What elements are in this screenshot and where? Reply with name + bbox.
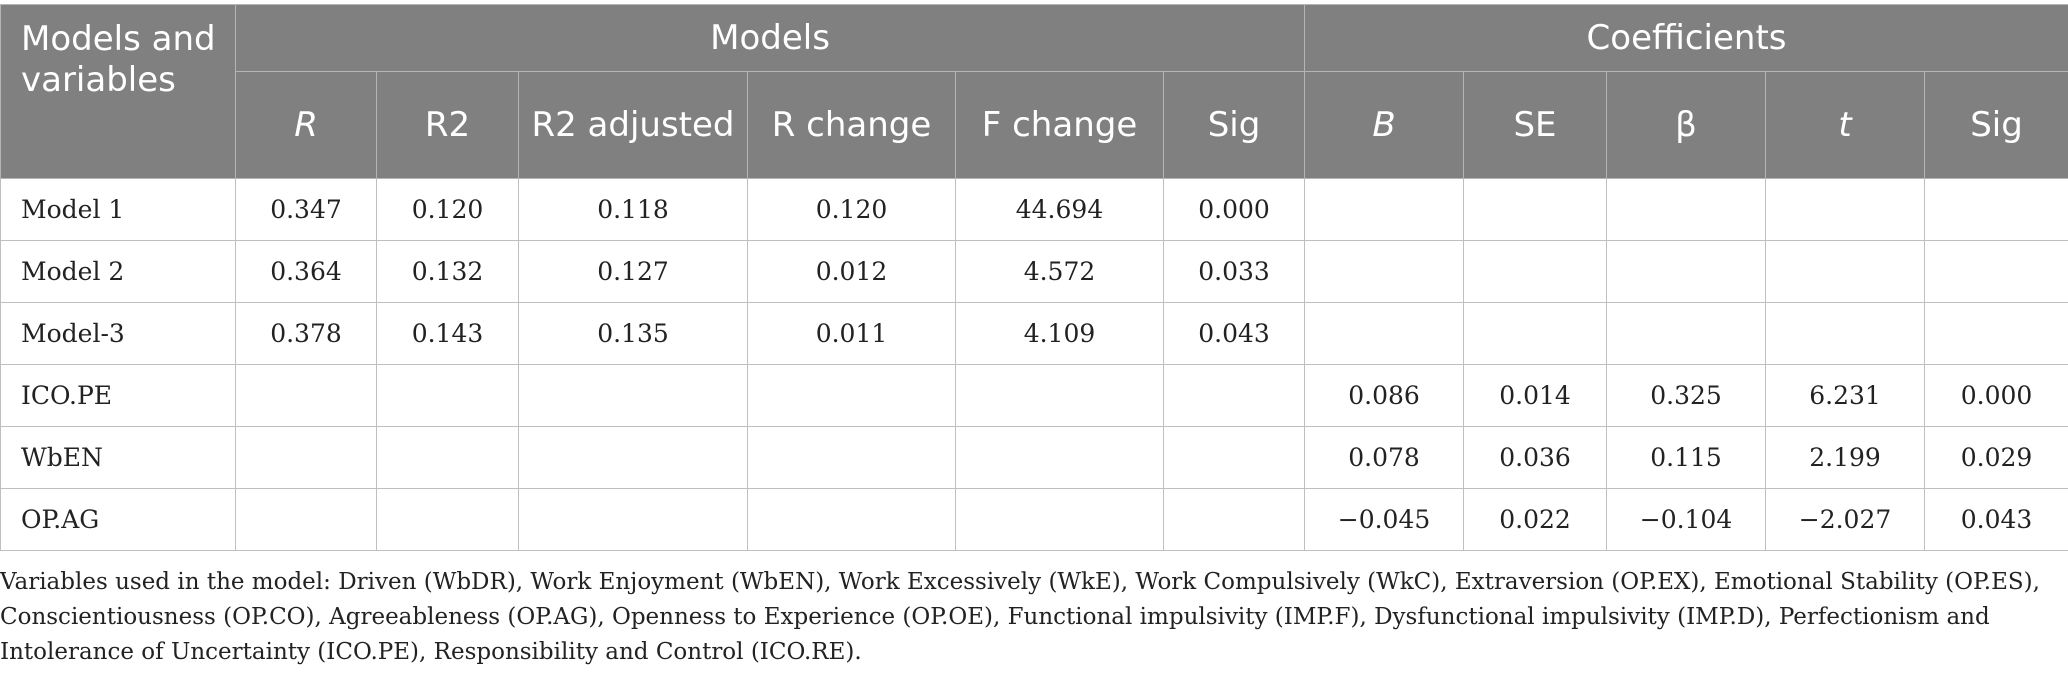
row-label: OP.AG — [0, 488, 236, 551]
row-label: Model 1 — [0, 178, 236, 241]
table-cell: 0.378 — [235, 302, 377, 365]
col-header-b: B — [1304, 71, 1465, 179]
col-header-beta: β — [1606, 71, 1767, 179]
table-cell — [955, 364, 1164, 427]
table-cell — [1463, 240, 1608, 303]
col-header-r2-adjusted: R2 adjusted — [518, 71, 748, 179]
table-cell: 0.127 — [518, 240, 748, 303]
table-cell — [1606, 240, 1767, 303]
table-cell — [376, 488, 519, 551]
table-cell: 0.143 — [376, 302, 519, 365]
row-label: WbEN — [0, 426, 236, 489]
table-row: OP.AG −0.045 0.022 −0.104 −2.027 0.043 — [0, 488, 2068, 551]
table-cell: 0.078 — [1304, 426, 1465, 489]
col-header-sig-models: Sig — [1162, 71, 1306, 179]
table-cell: 44.694 — [955, 178, 1164, 241]
table-cell: 0.132 — [376, 240, 519, 303]
table-cell — [1304, 240, 1465, 303]
table-cell: 0.364 — [235, 240, 377, 303]
table-cell: −0.045 — [1304, 488, 1465, 551]
table-cell: −0.104 — [1606, 488, 1767, 551]
table-cell — [1765, 240, 1926, 303]
header-group-row: Models and variables Models Coefficients — [0, 4, 2068, 179]
table-cell: 0.000 — [1162, 178, 1306, 241]
table-cell: 0.033 — [1162, 240, 1306, 303]
row-label: ICO.PE — [0, 364, 236, 427]
models-group-header: Models — [234, 4, 1306, 72]
table-cell — [235, 364, 377, 427]
table-cell — [518, 488, 748, 551]
table-cell: 0.325 — [1606, 364, 1767, 427]
table-cell — [1463, 178, 1608, 241]
table-cell — [747, 488, 956, 551]
col-header-r: R — [235, 71, 377, 179]
table-cell: 0.120 — [747, 178, 956, 241]
table-cell — [955, 488, 1164, 551]
table-cell — [518, 364, 748, 427]
col-header-se: SE — [1463, 71, 1608, 179]
table-cell — [1606, 302, 1767, 365]
table-row: Model 1 0.347 0.120 0.118 0.120 44.694 0.000 — [0, 178, 2068, 241]
header-column-row: R R2 R2 adjusted R change F change Sig B… — [1, 71, 2068, 179]
table-header: Models and variables Models Coefficients… — [0, 4, 2068, 179]
table-cell — [955, 426, 1164, 489]
table-cell: 0.043 — [1924, 488, 2068, 551]
table-cell — [1162, 488, 1306, 551]
table-cell — [235, 488, 377, 551]
row-label: Model-3 — [0, 302, 236, 365]
regression-table: Models and variables Models Coefficients… — [0, 4, 2068, 551]
table-cell: 0.347 — [235, 178, 377, 241]
table-row: Model 2 0.364 0.132 0.127 0.012 4.572 0.033 — [0, 240, 2068, 303]
table-cell: 0.029 — [1924, 426, 2068, 489]
table-cell — [1924, 302, 2068, 365]
table-cell — [1162, 364, 1306, 427]
col-header-r2: R2 — [376, 71, 519, 179]
table-cell — [1162, 426, 1306, 489]
table-cell: 0.011 — [747, 302, 956, 365]
table-cell: 0.000 — [1924, 364, 2068, 427]
table-cell: 4.109 — [955, 302, 1164, 365]
table-cell: 2.199 — [1765, 426, 1926, 489]
table-cell: 0.014 — [1463, 364, 1608, 427]
table-cell — [1304, 178, 1465, 241]
table-cell: 0.086 — [1304, 364, 1465, 427]
table-body: Model 1 0.347 0.120 0.118 0.120 44.694 0.000 Mo… — [0, 178, 2068, 551]
table-cell — [1463, 302, 1608, 365]
coefficients-group-header: Coefficients — [1304, 4, 2068, 72]
table-cell — [1765, 178, 1926, 241]
table-cell: 0.115 — [1606, 426, 1767, 489]
table-cell: 6.231 — [1765, 364, 1926, 427]
table-cell — [747, 426, 956, 489]
table-cell — [1304, 302, 1465, 365]
table-row: WbEN 0.078 0.036 0.115 2.199 0.029 — [0, 426, 2068, 489]
table-cell: 0.135 — [518, 302, 748, 365]
table-cell: 0.036 — [1463, 426, 1608, 489]
table-cell: 0.012 — [747, 240, 956, 303]
table-cell: 0.120 — [376, 178, 519, 241]
row-label: Model 2 — [0, 240, 236, 303]
table-cell: 0.022 — [1463, 488, 1608, 551]
table-cell — [376, 364, 519, 427]
col-header-sig-coefficients: Sig — [1924, 71, 2068, 179]
table-cell — [1924, 240, 2068, 303]
table-cell — [1924, 178, 2068, 241]
table-cell — [518, 426, 748, 489]
col-header-f-change: F change — [955, 71, 1164, 179]
table-cell — [235, 426, 377, 489]
table-cell — [1606, 178, 1767, 241]
table-footnote: Variables used in the model: Driven (WbD… — [0, 569, 2040, 665]
table-cell: −2.027 — [1765, 488, 1926, 551]
table-row: ICO.PE 0.086 0.014 0.325 6.231 0.000 — [0, 364, 2068, 427]
table-cell: 4.572 — [955, 240, 1164, 303]
corner-header: Models and variables — [0, 4, 236, 179]
table-cell — [1765, 302, 1926, 365]
table-cell: 0.043 — [1162, 302, 1306, 365]
table-row: Model-3 0.378 0.143 0.135 0.011 4.109 0.043 — [0, 302, 2068, 365]
table-cell — [376, 426, 519, 489]
table-cell — [747, 364, 956, 427]
col-header-r-change: R change — [747, 71, 956, 179]
table-cell: 0.118 — [518, 178, 748, 241]
col-header-t: t — [1765, 71, 1926, 179]
